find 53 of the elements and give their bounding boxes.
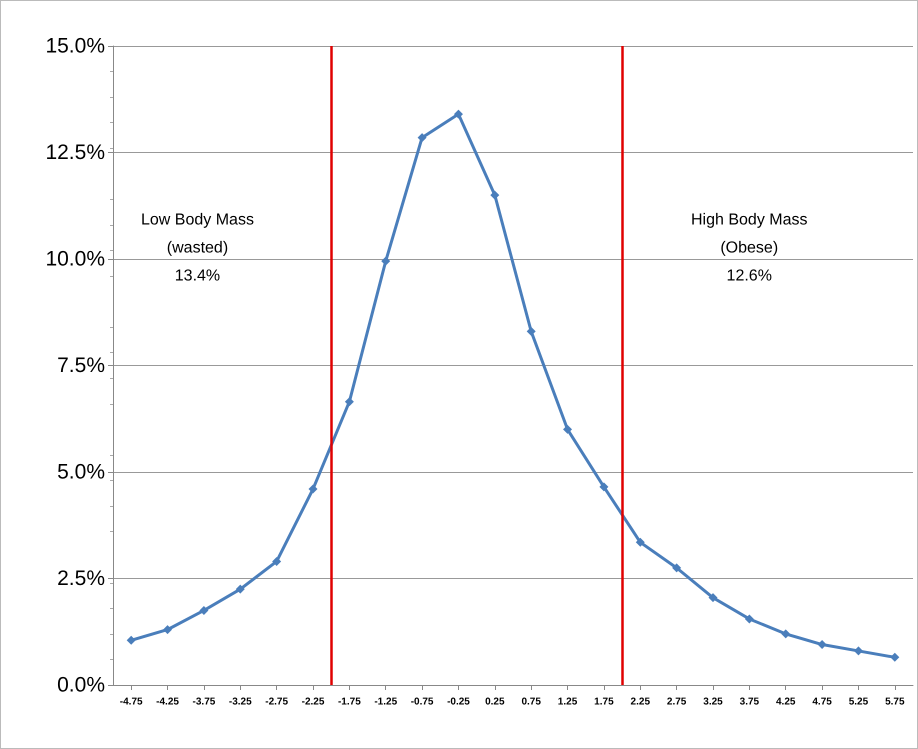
point bbox=[126, 636, 136, 645]
x-tick-label: -0.75 bbox=[410, 696, 434, 708]
y-tick-label: 0.0% bbox=[57, 674, 105, 696]
point bbox=[454, 110, 463, 119]
point bbox=[199, 606, 208, 615]
x-tick-label: 5.75 bbox=[885, 696, 905, 708]
x-tick-label: -1.75 bbox=[338, 696, 362, 708]
x-tick-label: 4.25 bbox=[776, 696, 796, 708]
y-tick-label: 7.5% bbox=[57, 354, 105, 377]
point bbox=[672, 563, 682, 572]
x-tick-label: 3.75 bbox=[740, 696, 760, 708]
x-tick-label: -3.75 bbox=[192, 696, 216, 708]
point bbox=[490, 190, 500, 200]
point bbox=[818, 640, 827, 650]
x-tick-label: -2.25 bbox=[302, 696, 325, 708]
y-tick-label: 5.0% bbox=[57, 460, 105, 484]
x-tick-label: 3.25 bbox=[703, 696, 724, 708]
point bbox=[344, 397, 354, 406]
point bbox=[890, 652, 900, 662]
x-tick-label: -4.25 bbox=[156, 696, 180, 708]
point bbox=[781, 629, 790, 638]
point bbox=[418, 133, 427, 142]
point bbox=[744, 614, 754, 624]
point bbox=[563, 424, 572, 434]
point bbox=[708, 593, 718, 602]
point bbox=[526, 326, 536, 336]
point bbox=[381, 256, 390, 266]
x-tick-label: -2.75 bbox=[265, 696, 288, 708]
point bbox=[308, 484, 318, 494]
point bbox=[636, 538, 645, 547]
point bbox=[163, 625, 172, 634]
y-tick-label: 2.5% bbox=[57, 567, 105, 590]
annotation: High Body Mass (Obese) 12.6% bbox=[690, 212, 808, 284]
x-tick-label: 2.75 bbox=[666, 696, 687, 708]
x-tick-label: 5.25 bbox=[848, 696, 869, 708]
y-tick-label: 15.0% bbox=[45, 34, 105, 58]
x-tick-label: -3.25 bbox=[228, 696, 252, 708]
x-tick-label: -0.25 bbox=[447, 696, 470, 708]
x-tick-label: 1.75 bbox=[594, 696, 614, 708]
annotation: Low Body Mass (wasted) 13.4% bbox=[141, 212, 254, 284]
point bbox=[854, 646, 863, 656]
y-tick-label: 10.0% bbox=[45, 248, 105, 270]
x-tick-label: 0.75 bbox=[521, 696, 542, 708]
x-tick-label: -1.25 bbox=[374, 696, 398, 708]
point bbox=[599, 482, 608, 492]
point bbox=[272, 556, 282, 566]
y-tick-label: 12.5% bbox=[45, 141, 105, 164]
x-tick-label: 2.25 bbox=[630, 696, 650, 708]
point bbox=[236, 584, 245, 594]
x-tick-label: 0.25 bbox=[485, 696, 505, 708]
x-tick-label: -4.75 bbox=[120, 696, 144, 708]
x-tick-label: 4.75 bbox=[812, 696, 832, 708]
x-tick-label: 1.25 bbox=[558, 696, 578, 708]
